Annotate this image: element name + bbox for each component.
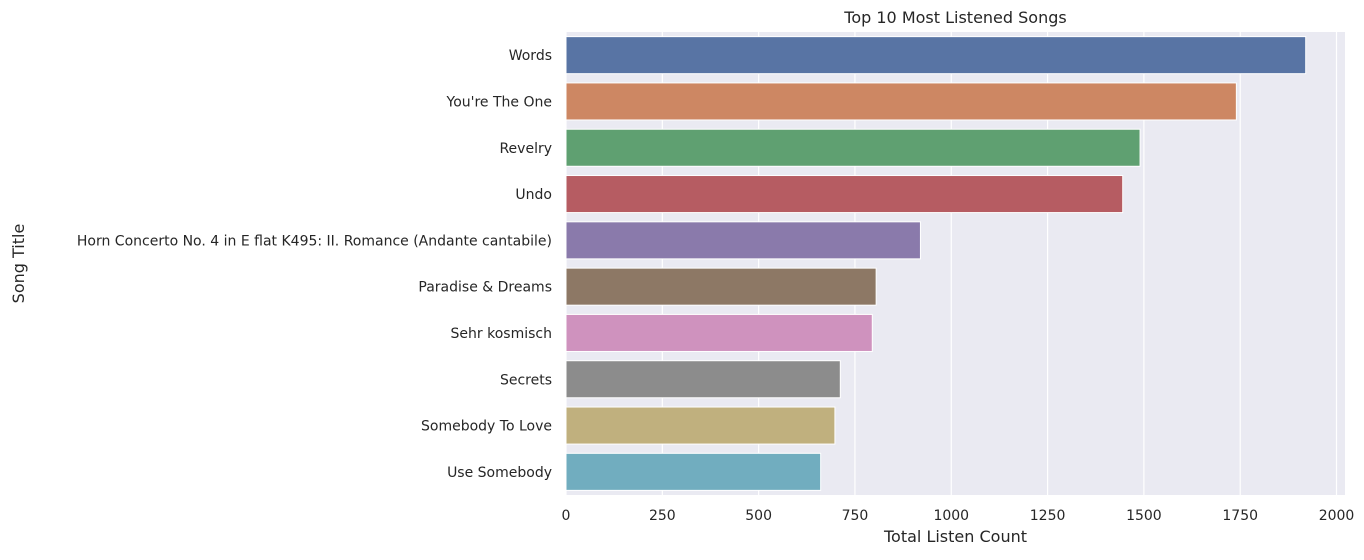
bar [565, 175, 1124, 214]
bar [565, 36, 1307, 75]
category-label: You're The One [446, 94, 553, 110]
x-axis-label: Total Listen Count [883, 527, 1027, 546]
x-tick-label: 1000 [933, 508, 969, 524]
category-label: Somebody To Love [421, 419, 552, 435]
x-tick-label: 1250 [1030, 508, 1066, 524]
x-tick-label: 250 [649, 508, 676, 524]
category-label: Words [509, 48, 552, 64]
bar [565, 128, 1141, 167]
chart-title: Top 10 Most Listened Songs [843, 8, 1066, 27]
category-label: Use Somebody [447, 465, 552, 481]
bar [565, 313, 873, 352]
category-label: Undo [515, 187, 552, 203]
x-tick-labels: 0 250 500 750 1000 1250 1500 1750 2000 [562, 508, 1355, 524]
category-labels: Words You're The One Revelry Undo Horn Conce… [77, 48, 552, 481]
x-tick-label: 1500 [1126, 508, 1162, 524]
category-label: Paradise & Dreams [418, 280, 552, 296]
x-tick-label: 500 [745, 508, 772, 524]
bar [565, 221, 921, 260]
bar [565, 452, 822, 491]
y-axis-label: Song Title [9, 224, 28, 304]
x-tick-label: 750 [842, 508, 869, 524]
category-label: Horn Concerto No. 4 in E flat K495: II. … [77, 233, 552, 249]
bar [565, 406, 836, 445]
bar [565, 267, 877, 306]
bars [565, 36, 1307, 491]
bar [565, 360, 841, 399]
category-label: Sehr kosmisch [451, 326, 552, 342]
bar [565, 82, 1237, 121]
x-tick-label: 0 [562, 508, 571, 524]
category-label: Revelry [499, 141, 552, 157]
category-label: Secrets [500, 372, 552, 388]
x-tick-label: 2000 [1319, 508, 1355, 524]
x-tick-label: 1750 [1222, 508, 1258, 524]
